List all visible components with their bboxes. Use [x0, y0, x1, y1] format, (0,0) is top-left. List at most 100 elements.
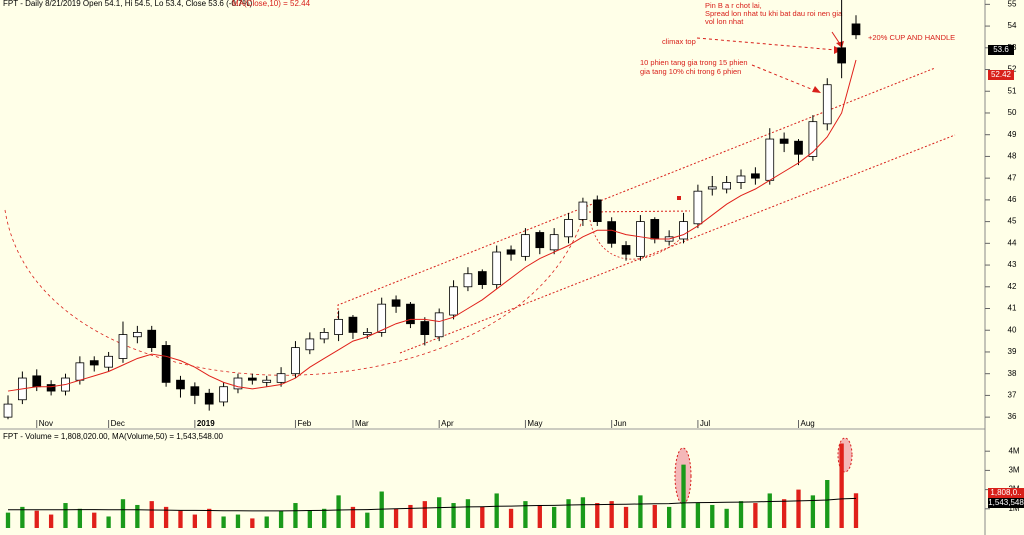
candle-body [492, 251, 502, 286]
candle-body [506, 249, 516, 255]
y-tick-label: 43 [1008, 260, 1017, 269]
volume-bar [307, 510, 312, 528]
annotation: 10 phien tang gia trong 15 phien [640, 58, 748, 67]
pin-arrow [831, 31, 841, 45]
volume-bar [652, 504, 657, 528]
volume-bar [322, 508, 327, 528]
volume-bar [278, 510, 284, 528]
volume-bar [221, 516, 226, 528]
candle-body [607, 221, 617, 244]
trend-lines [4, 31, 956, 376]
candle-body [276, 373, 286, 383]
volume-bar [163, 506, 169, 528]
candle-body [104, 355, 113, 368]
y-tick-label: 40 [1008, 325, 1017, 334]
volume-bar [566, 499, 571, 528]
volume-bar [724, 508, 729, 528]
candle-body [636, 221, 645, 257]
y-tick-label: 52 [1008, 65, 1017, 74]
ma-price-label: 52.42 [991, 70, 1012, 79]
volume-bar [393, 508, 399, 528]
volume-bar [609, 501, 614, 528]
volume-ma-line [8, 497, 857, 512]
candle-body [707, 186, 717, 190]
x-tick-label: Jun [614, 419, 627, 428]
volume-bar [695, 503, 701, 528]
volume-bar [796, 489, 801, 528]
volume-bar [480, 506, 485, 528]
y-tick-label: 49 [1008, 130, 1017, 139]
volume-bar [250, 518, 255, 528]
volume-bar [580, 497, 586, 528]
volume-bar [437, 497, 442, 528]
candle-body [46, 384, 56, 392]
annotation: Pin B a r chot lai, [705, 1, 762, 10]
candle-body [291, 347, 300, 375]
annotation: gia tang 10% chi trong 6 phien [640, 67, 741, 76]
candle-body [463, 273, 473, 288]
volume-bar [135, 504, 140, 528]
volume-bar [767, 493, 772, 528]
volume-bar [235, 514, 241, 528]
cup-arc [4, 209, 586, 376]
last-price-label: 53.6 [993, 45, 1009, 54]
candle-body [693, 190, 703, 225]
annotation: climax top [662, 37, 696, 46]
candle-body [751, 173, 760, 179]
volume-bar [595, 503, 600, 528]
marker [677, 196, 681, 200]
candle-body [147, 329, 157, 349]
candle-body [32, 375, 42, 388]
volume-bar [738, 501, 744, 528]
y-tick-label: 55 [1008, 0, 1017, 8]
volume-bar [48, 514, 54, 528]
volume-bar [92, 512, 97, 528]
volume-bar [106, 516, 111, 528]
y-tick-label: 51 [1008, 86, 1017, 95]
y-tick-label: 38 [1008, 369, 1017, 378]
volume-bar [552, 506, 557, 528]
ma-title: MA(Close,10) = 52.44 [232, 0, 311, 8]
handle-top [584, 210, 691, 213]
volume-title: FPT - Volume = 1,808,020.00, MA(Volume,5… [3, 432, 224, 441]
y-tick-label: 39 [1008, 347, 1017, 356]
volume-ma-label: 1,543,548 [988, 498, 1024, 507]
candle-body [362, 332, 372, 335]
candle-body [391, 299, 401, 307]
candle-body [219, 386, 228, 403]
volume-bar [63, 503, 68, 528]
volume-bar [77, 508, 83, 528]
candle-body [535, 232, 545, 249]
last-volume-label: 1,808,0.. [990, 488, 1021, 497]
x-tick-label: Dec [111, 419, 125, 428]
handle-arc [589, 219, 689, 260]
candle-body [118, 334, 128, 359]
y-tick-label: 37 [1008, 391, 1017, 400]
candle-body [650, 219, 660, 240]
arrow-head [812, 86, 821, 93]
candle-body [406, 303, 415, 325]
candle-body [133, 332, 142, 338]
y-tick-label: 46 [1008, 195, 1017, 204]
ma-line [7, 59, 857, 392]
y-tick-label: 44 [1008, 238, 1017, 247]
candle-body [578, 201, 588, 220]
volume-bar [810, 495, 816, 528]
candle-body [851, 23, 861, 36]
volume-box [988, 488, 1024, 498]
y-tick-label: 50 [1008, 108, 1017, 117]
annotation: +20% CUP AND HANDLE [868, 33, 955, 42]
upper-channel [337, 67, 936, 322]
candle-body [233, 377, 243, 390]
candle-body [377, 303, 387, 333]
volume-bar [20, 506, 25, 528]
candle-body [822, 84, 832, 125]
candle-body [176, 379, 185, 390]
volume-bar [350, 506, 356, 528]
volume-bar [408, 504, 413, 528]
candle-body [334, 318, 343, 335]
volume-bar [422, 501, 427, 528]
x-tick-label: 2019 [197, 419, 215, 428]
volume-bar [825, 480, 830, 528]
